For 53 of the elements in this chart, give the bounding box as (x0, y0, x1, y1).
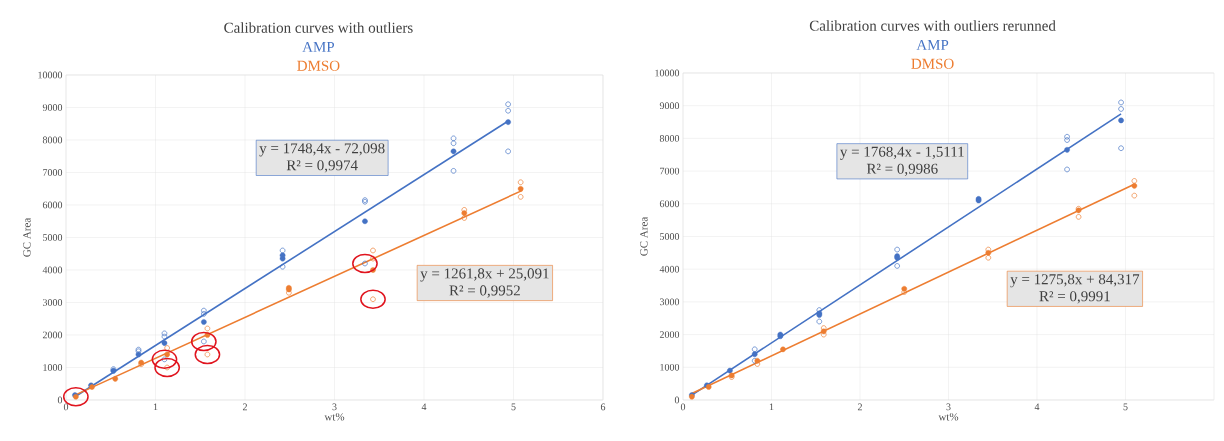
x-axis-title: wt% (324, 413, 345, 421)
x-tick-label: 2 (242, 403, 247, 411)
text: AMP (302, 41, 335, 52)
annotation: R² = 0,9974 (286, 160, 358, 173)
y-tick-label: 4000 (659, 265, 680, 273)
x-tick-label: 1 (769, 403, 774, 411)
y-tick-label: 4000 (42, 266, 63, 274)
y-tick-label: 1000 (43, 364, 63, 371)
y-axis-title: GC Area (640, 216, 648, 256)
y-tick-label: 5000 (660, 233, 680, 240)
text: DMSO (297, 60, 340, 71)
y-tick-label: 1000 (660, 363, 680, 371)
text: DMSO (911, 58, 954, 69)
x-axis-title: wt% (938, 413, 959, 421)
y-tick-label: 3000 (42, 299, 63, 306)
y-tick-label: 9000 (42, 104, 63, 111)
x-tick-label: 3 (946, 403, 951, 411)
y-tick-label: 7000 (43, 169, 63, 176)
y-tick-label: 2000 (659, 331, 680, 338)
y-tick-label: 5000 (43, 234, 63, 241)
x-tick-label: 5 (511, 403, 516, 411)
annotation: R² = 0,9952 (449, 285, 520, 298)
x-tick-label: 0 (63, 403, 69, 411)
x-tick-label: 0 (680, 403, 686, 411)
y-tick-label: 3000 (659, 298, 680, 306)
y-tick-label: 9000 (659, 102, 680, 110)
y-tick-label: 10000 (655, 69, 680, 77)
x-tick-label: 5 (1123, 403, 1128, 411)
x-tick-label: 4 (1034, 403, 1040, 411)
annotation: y = 1768,4x - 1,5111 (840, 146, 964, 160)
x-tick-label: 1 (153, 403, 158, 411)
y-axis-title: GC Area (23, 217, 31, 257)
y-tick-label: 8000 (42, 136, 63, 144)
x-tick-label: 6 (600, 403, 606, 411)
x-tick-label: 4 (421, 403, 427, 411)
x-tick-label: 2 (857, 403, 862, 411)
annotation: R² = 0,9991 (1039, 291, 1110, 304)
y-tick-label: 10000 (38, 71, 63, 79)
y-tick-label: 6000 (42, 201, 63, 209)
y-tick-label: 0 (57, 396, 63, 404)
y-tick-label: 6000 (659, 200, 680, 208)
annotation: y = 1275,8x + 84,317 (1010, 274, 1140, 288)
chart-title: Calibration curves with outliers rerunned (809, 20, 1056, 31)
annotation: y = 1261,8x + 25,091 (420, 268, 549, 282)
y-tick-label: 7000 (660, 167, 680, 175)
y-tick-label: 8000 (659, 135, 680, 142)
text: AMP (916, 39, 949, 50)
y-tick-label: 0 (674, 396, 680, 404)
y-tick-label: 2000 (42, 331, 63, 339)
annotation: R² = 0,9986 (866, 163, 938, 176)
x-tick-label: 3 (332, 403, 337, 411)
annotation: y = 1748,4x - 72,098 (259, 143, 385, 157)
chart-title: Calibration curves with outliers (224, 22, 413, 33)
